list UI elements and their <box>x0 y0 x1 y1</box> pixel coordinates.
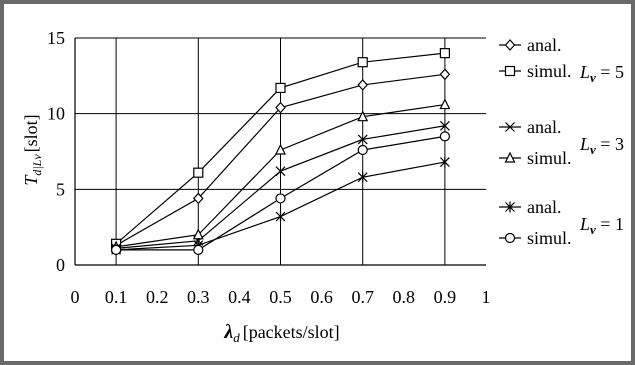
x-tick-label: 0.2 <box>146 287 169 307</box>
x-axis-label: λd [packets/slot] <box>223 321 339 345</box>
x-tick-label: 0.6 <box>310 287 333 307</box>
marker-x <box>439 120 450 131</box>
marker-square <box>439 48 450 59</box>
marker-square <box>504 65 516 77</box>
legend-entry: simul. <box>499 61 572 81</box>
legend-entry: simul. <box>499 228 572 248</box>
marker-square <box>357 57 368 68</box>
x-tick-label: 0.7 <box>351 287 374 307</box>
marker-star <box>357 171 368 183</box>
legend-label: anal. <box>527 197 561 217</box>
marker-square <box>193 167 204 178</box>
marker-circle <box>193 244 204 255</box>
marker-x <box>357 134 368 145</box>
marker-triangle <box>439 98 451 110</box>
legend-label: simul. <box>527 148 572 168</box>
marker-square <box>275 82 286 94</box>
x-tick-label: 0.4 <box>228 287 251 307</box>
x-tick-label: 0.5 <box>269 287 292 307</box>
legend-group-label: Lν = 1 <box>579 214 624 237</box>
legend-group-label: Lν = 5 <box>579 62 624 85</box>
marker-triangle <box>275 143 286 155</box>
marker-star <box>439 156 450 168</box>
marker-diamond <box>192 192 204 205</box>
x-tick-label: 0.1 <box>105 287 128 307</box>
legend: anal. simul. anal. simul. anal. simul. Lν = 5 L… <box>499 35 624 248</box>
legend-label: anal. <box>527 35 561 55</box>
marker-circle <box>439 131 450 142</box>
marker-diamond <box>504 39 516 51</box>
series-markers <box>110 48 451 256</box>
y-tick-label: 0 <box>56 255 65 275</box>
y-axis-label: Td|Lν[slot] <box>21 114 44 185</box>
marker-diamond <box>357 79 369 91</box>
y-tick-labels: 0 5 10 15 <box>47 28 65 275</box>
marker-x <box>505 122 515 132</box>
legend-entry: anal. <box>499 197 561 217</box>
marker-triangle <box>504 151 516 163</box>
marker-circle <box>275 193 286 204</box>
marker-triangle <box>192 228 204 240</box>
x-tick-label: 1 <box>482 287 491 307</box>
x-tick-label: 0.9 <box>434 287 457 307</box>
marker-triangle <box>357 110 369 122</box>
grid <box>74 37 486 266</box>
legend-entry: anal. <box>499 35 561 55</box>
legend-label: simul. <box>527 61 572 81</box>
marker-circle <box>357 144 368 156</box>
marker-x <box>275 166 286 177</box>
x-tick-labels: 0 0.1 0.2 0.3 0.4 0.5 0.6 0.7 0.8 0.9 1 <box>71 287 491 307</box>
marker-star <box>505 201 515 213</box>
x-tick-label: 0 <box>71 287 80 307</box>
x-tick-label: 0.8 <box>393 287 416 307</box>
legend-label: anal. <box>527 117 561 137</box>
legend-label: simul. <box>527 228 572 248</box>
marker-star <box>275 211 286 223</box>
x-tick-label: 0.3 <box>187 287 210 307</box>
legend-entry: simul. <box>499 148 572 168</box>
legend-entry: anal. <box>499 117 561 137</box>
y-tick-label: 10 <box>47 104 65 124</box>
y-tick-label: 5 <box>56 179 65 199</box>
marker-diamond <box>275 101 286 114</box>
marker-circle <box>504 232 516 244</box>
marker-circle <box>110 244 122 255</box>
y-tick-label: 15 <box>47 28 65 48</box>
marker-diamond <box>439 68 451 81</box>
legend-group-label: Lν = 3 <box>579 134 624 157</box>
